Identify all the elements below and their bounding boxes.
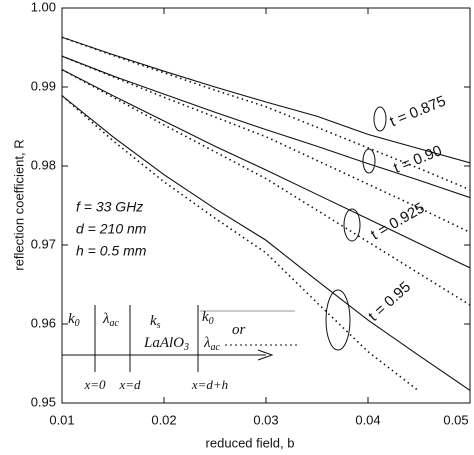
x-tick-label: 0.03: [253, 412, 278, 427]
parameter: f = 33 GHz: [76, 199, 143, 215]
inset-diagram: [62, 305, 300, 372]
inset-label: or: [232, 322, 246, 338]
inset-label-main: k: [202, 309, 209, 325]
inset-label: λac: [102, 311, 120, 329]
inset-label-main: λ: [203, 335, 211, 351]
y-tick-label: 0.98: [31, 157, 56, 172]
series-line: [62, 68, 470, 306]
inset-arrowhead: [257, 349, 274, 361]
inset-label-sub: ac: [110, 318, 120, 329]
series-line: [62, 55, 470, 199]
y-tick-label: 0.97: [31, 236, 56, 251]
inset-label: LaAlO3: [143, 335, 189, 353]
x-axis-label: reduced field, b: [206, 435, 295, 450]
inset-label-sub: 3: [183, 342, 189, 353]
inset-label: λac: [203, 335, 221, 353]
x-tick-label: 0.02: [151, 412, 176, 427]
series-line: [62, 69, 470, 269]
inset-position: x=d+h: [191, 377, 228, 392]
inset-label-sub: 0: [209, 316, 214, 327]
inset-label-main: LaAlO: [143, 335, 184, 351]
x-tick-label: 0.01: [49, 412, 74, 427]
y-tick-label: 0.95: [31, 394, 56, 409]
inset-position: x=0: [83, 377, 106, 392]
y-tick-label: 0.99: [31, 78, 56, 93]
curve-label: t = 0.95: [365, 278, 414, 324]
inset-label-main: k: [68, 311, 75, 327]
inset-label-main: λ: [102, 311, 110, 327]
curve-label: t = 0.90: [391, 142, 444, 177]
inset-position: x=d: [118, 377, 141, 392]
x-tick-label: 0.04: [355, 412, 380, 427]
inset-label-main: k: [150, 313, 157, 329]
inset-label-sub: ac: [211, 342, 221, 353]
inset-label: k0: [202, 309, 214, 327]
curve-marker: [362, 148, 376, 174]
series-line: [62, 36, 470, 191]
curve-label: t = 0.875: [387, 93, 448, 131]
y-tick-label: 1.00: [31, 0, 56, 14]
series-line: [62, 95, 470, 391]
inset-label: ks: [150, 313, 161, 331]
inset-label-main: or: [232, 322, 246, 338]
inset-label-sub: 0: [75, 318, 80, 329]
parameter: d = 210 nm: [76, 221, 147, 237]
y-tick-label: 0.96: [31, 315, 56, 330]
x-tick-label: 0.05: [443, 412, 468, 427]
curve-marker: [373, 106, 387, 132]
curve-marker: [325, 289, 351, 351]
y-axis-label: reflection coefficient, R: [11, 139, 26, 270]
curve-label: t = 0.925: [368, 199, 427, 243]
series-line: [62, 36, 470, 164]
curve-marker: [343, 208, 361, 242]
parameter: h = 0.5 mm: [76, 243, 147, 259]
inset-label: k0: [68, 311, 80, 329]
inset-label-sub: s: [157, 320, 161, 331]
